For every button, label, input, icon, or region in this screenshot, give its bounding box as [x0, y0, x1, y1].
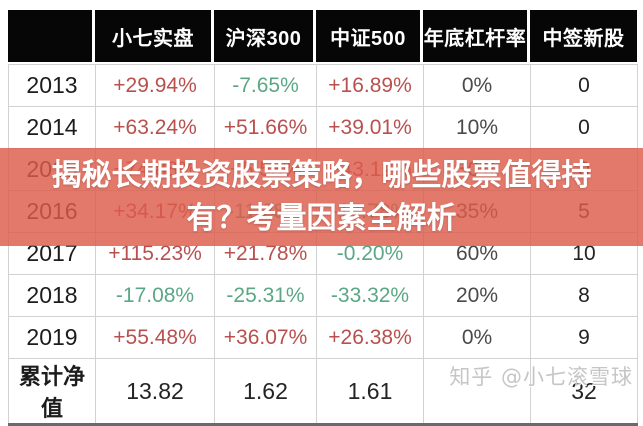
- overlay-title-line2: 有？考量因素全解析: [186, 201, 457, 236]
- cell-csi500: -33.32%: [316, 274, 424, 317]
- cell-ipo: 9: [530, 316, 638, 359]
- cell-leverage: 10%: [423, 106, 531, 149]
- table-row-2013: 2013 +29.94% -7.65% +16.89% 0% 0: [8, 64, 638, 107]
- cell-leverage: 60%: [423, 232, 531, 275]
- column-header-csi500: 中证500: [316, 10, 423, 62]
- column-header-year-end-leverage: 年底杠杆率: [423, 10, 530, 62]
- cell-ipo: 0: [530, 64, 638, 107]
- cell-xiaoqi: +63.24%: [95, 106, 215, 149]
- cell-xiaoqi: 13.82: [95, 358, 215, 425]
- cell-ipo: 8: [530, 274, 638, 317]
- cell-leverage: 0%: [423, 316, 531, 359]
- watermark: 知乎 @小七滚雪球: [449, 365, 633, 389]
- cell-hs300: -7.65%: [214, 64, 317, 107]
- cell-hs300: +51.66%: [214, 106, 317, 149]
- cell-xiaoqi: +55.48%: [95, 316, 215, 359]
- cell-csi500: 1.61: [316, 358, 424, 425]
- row-label: 2018: [8, 274, 96, 317]
- row-label: 累计净值: [8, 358, 96, 425]
- cell-xiaoqi: +29.94%: [95, 64, 215, 107]
- table-header-row: 小七实盘 沪深300 中证500 年底杠杆率 中签新股: [8, 10, 637, 62]
- cell-leverage: 0%: [423, 64, 531, 107]
- cell-hs300: +36.07%: [214, 316, 317, 359]
- cell-csi500: +16.89%: [316, 64, 424, 107]
- row-label: 2019: [8, 316, 96, 359]
- row-label: 2013: [8, 64, 96, 107]
- title-overlay-banner: 揭秘长期投资股票策略，哪些股票值得持 有？考量因素全解析: [0, 148, 643, 246]
- overlay-title-line1: 揭秘长期投资股票策略，哪些股票值得持: [51, 158, 592, 193]
- table-row-2014: 2014 +63.24% +51.66% +39.01% 10% 0: [8, 106, 638, 149]
- cell-xiaoqi: -17.08%: [95, 274, 215, 317]
- column-header-xiaoqi-account: 小七实盘: [95, 10, 214, 62]
- table-row-2018: 2018 -17.08% -25.31% -33.32% 20% 8: [8, 274, 638, 317]
- column-header-blank: [8, 10, 95, 62]
- table-row-2019: 2019 +55.48% +36.07% +26.38% 0% 9: [8, 316, 638, 359]
- row-label: 2014: [8, 106, 96, 149]
- cell-csi500: +39.01%: [316, 106, 424, 149]
- cell-csi500: +26.38%: [316, 316, 424, 359]
- cell-leverage: 20%: [423, 274, 531, 317]
- cell-ipo: 0: [530, 106, 638, 149]
- column-header-hs300: 沪深300: [214, 10, 316, 62]
- cell-hs300: 1.62: [214, 358, 317, 425]
- column-header-ipo-wins: 中签新股: [530, 10, 637, 62]
- cell-hs300: -25.31%: [214, 274, 317, 317]
